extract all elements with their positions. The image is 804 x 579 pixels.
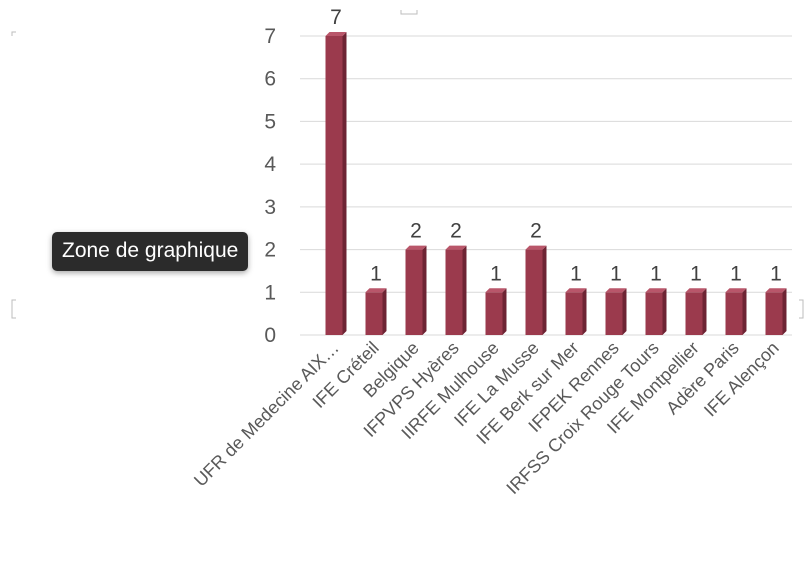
data-label: 2 xyxy=(450,220,462,243)
data-label: 1 xyxy=(770,262,782,285)
bar-side-face[interactable] xyxy=(422,245,427,335)
bar-front-face[interactable] xyxy=(445,249,463,335)
bar[interactable] xyxy=(605,288,627,335)
bar-top-face[interactable] xyxy=(645,288,667,293)
data-label: 1 xyxy=(490,262,502,285)
bar-front-face[interactable] xyxy=(525,249,543,335)
bar[interactable] xyxy=(725,288,747,335)
bar-top-face[interactable] xyxy=(405,245,427,250)
data-label: 2 xyxy=(530,220,542,243)
x-tick-label: UFR de Medecine AIX… xyxy=(190,338,343,491)
right-selection-handle[interactable] xyxy=(799,299,804,319)
bar[interactable] xyxy=(525,245,547,335)
data-label: 7 xyxy=(330,6,342,29)
bar-side-face[interactable] xyxy=(782,288,787,335)
bar-side-face[interactable] xyxy=(622,288,627,335)
y-tick-label: 7 xyxy=(264,25,276,48)
bar-side-face[interactable] xyxy=(462,245,467,335)
data-label: 1 xyxy=(370,262,382,285)
bar[interactable] xyxy=(445,245,467,335)
bar-top-face[interactable] xyxy=(365,288,387,293)
y-tick-label: 6 xyxy=(264,68,276,91)
left-selection-handle[interactable] xyxy=(11,299,16,319)
data-label: 1 xyxy=(570,262,582,285)
bar-front-face[interactable] xyxy=(405,249,423,335)
data-label: 2 xyxy=(410,220,422,243)
bar[interactable] xyxy=(565,288,587,335)
bar[interactable] xyxy=(765,288,787,335)
bars[interactable] xyxy=(325,32,787,335)
bar-side-face[interactable] xyxy=(502,288,507,335)
bar-top-face[interactable] xyxy=(605,288,627,293)
x-axis-category-labels: UFR de Medecine AIX…IFE CréteilBelgiqueI… xyxy=(190,338,783,498)
bar-side-face[interactable] xyxy=(702,288,707,335)
bar-side-face[interactable] xyxy=(382,288,387,335)
bar-front-face[interactable] xyxy=(605,292,623,335)
bar-side-face[interactable] xyxy=(742,288,747,335)
top-selection-handle[interactable] xyxy=(400,10,418,15)
bar-front-face[interactable] xyxy=(325,36,343,335)
bar-side-face[interactable] xyxy=(542,245,547,335)
top-left-corner-handle[interactable] xyxy=(11,31,16,36)
bar-front-face[interactable] xyxy=(685,292,703,335)
bar[interactable] xyxy=(685,288,707,335)
bar-side-face[interactable] xyxy=(582,288,587,335)
bar-side-face[interactable] xyxy=(342,32,347,335)
chart-area-tooltip: Zone de graphique xyxy=(52,232,249,271)
data-label: 1 xyxy=(730,262,742,285)
bar[interactable] xyxy=(485,288,507,335)
bar-top-face[interactable] xyxy=(685,288,707,293)
bar-top-face[interactable] xyxy=(765,288,787,293)
bar-front-face[interactable] xyxy=(725,292,743,335)
bar-top-face[interactable] xyxy=(725,288,747,293)
bar-front-face[interactable] xyxy=(645,292,663,335)
chart-area-selection-handles[interactable] xyxy=(11,10,804,319)
bar[interactable] xyxy=(405,245,427,335)
y-tick-label: 3 xyxy=(264,196,276,219)
bar[interactable] xyxy=(645,288,667,335)
y-tick-label: 0 xyxy=(264,324,276,347)
data-labels: 7 1 2 2 1 2 1 1 1 1 1 1 xyxy=(330,6,782,285)
y-tick-label: 1 xyxy=(264,281,276,304)
y-tick-label: 2 xyxy=(264,239,276,262)
bar-front-face[interactable] xyxy=(765,292,783,335)
bar-front-face[interactable] xyxy=(485,292,503,335)
bar-top-face[interactable] xyxy=(565,288,587,293)
bar-top-face[interactable] xyxy=(525,245,547,250)
bar-side-face[interactable] xyxy=(662,288,667,335)
bar-top-face[interactable] xyxy=(445,245,467,250)
data-label: 1 xyxy=(650,262,662,285)
data-label: 1 xyxy=(610,262,622,285)
y-axis-tick-labels: 0 1 2 3 4 5 6 7 xyxy=(264,25,276,347)
bar-top-face[interactable] xyxy=(325,32,347,36)
y-tick-label: 5 xyxy=(264,110,276,133)
bar[interactable] xyxy=(325,32,347,335)
bar-front-face[interactable] xyxy=(365,292,383,335)
bar[interactable] xyxy=(365,288,387,335)
bar-front-face[interactable] xyxy=(565,292,583,335)
data-label: 1 xyxy=(690,262,702,285)
bar-top-face[interactable] xyxy=(485,288,507,293)
y-tick-label: 4 xyxy=(264,153,276,176)
